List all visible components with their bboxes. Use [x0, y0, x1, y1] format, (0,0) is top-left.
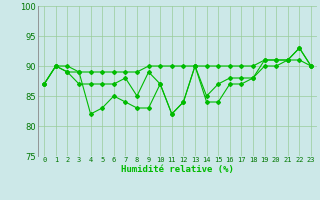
X-axis label: Humidité relative (%): Humidité relative (%): [121, 165, 234, 174]
